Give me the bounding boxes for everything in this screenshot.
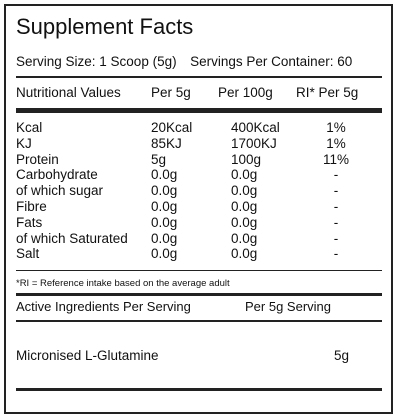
nutrition-cell-per-5g: 0.0g xyxy=(151,183,178,199)
header-nutritional-values: Nutritional Values xyxy=(16,85,121,100)
nutrition-cell-name: Fats xyxy=(16,214,43,230)
header-ri: RI* Per 5g xyxy=(296,85,359,100)
per-serving-label: Per 5g Serving xyxy=(245,299,331,314)
divider-thin xyxy=(16,270,382,271)
nutrition-cell-ri: - xyxy=(333,167,339,183)
ri-footnote: *RI = Reference intake based on the aver… xyxy=(16,278,230,289)
nutrition-cell-ri: - xyxy=(333,214,339,230)
nutrition-cell-ri: 11% xyxy=(322,151,350,167)
nutrition-cell-per-5g: 85KJ xyxy=(151,135,182,151)
ingredient-amount: 5g xyxy=(334,348,350,363)
nutrition-cell-ri: - xyxy=(333,230,339,246)
nutrition-cell-ri: - xyxy=(333,199,339,214)
panel-title: Supplement Facts xyxy=(16,14,194,39)
nutrition-cell-per-5g: 0.0g xyxy=(151,199,178,214)
nutrition-cell-per-100g: 0.0g xyxy=(231,183,258,199)
divider-thick xyxy=(16,108,382,113)
serving-info: Serving Size: 1 Scoop (5g) Servings Per … xyxy=(16,54,352,69)
nutrition-cell-per-100g: 100g xyxy=(231,151,262,167)
nutrition-cell-ri: 1% xyxy=(326,135,346,151)
nutrition-cell-name: Kcal xyxy=(16,120,43,135)
servings-per-container: Servings Per Container: 60 xyxy=(190,54,353,69)
nutrition-cell-ri: 1% xyxy=(326,120,346,135)
nutrition-cell-name: of which sugar xyxy=(16,183,104,199)
nutrition-cell-name: Protein xyxy=(16,151,59,167)
serving-size: Serving Size: 1 Scoop (5g) xyxy=(16,54,177,69)
nutrition-cell-per-5g: 0.0g xyxy=(151,246,178,262)
nutrition-cell-per-5g: 20Kcal xyxy=(151,120,193,135)
divider-bottom xyxy=(16,388,382,391)
nutrition-cell-per-100g: 400Kcal xyxy=(231,120,280,135)
nutrition-cell-ri: - xyxy=(333,246,339,262)
nutrition-cell-name: Fibre xyxy=(16,199,47,214)
nutrition-cell-ri: - xyxy=(333,183,339,199)
divider-thin xyxy=(16,320,382,322)
nutrition-cell-name: Carbohydrate xyxy=(16,167,98,183)
active-ingredients-label: Active Ingredients Per Serving xyxy=(16,299,191,314)
nutrition-cell-per-100g: 0.0g xyxy=(231,230,258,246)
nutrition-cell-per-100g: 0.0g xyxy=(231,167,258,183)
nutrition-cell-per-100g: 0.0g xyxy=(231,246,258,262)
ingredient-name: Micronised L-Glutamine xyxy=(16,348,159,363)
nutrition-cell-per-100g: 0.0g xyxy=(231,199,258,214)
nutrition-cell-per-100g: 1700KJ xyxy=(231,135,277,151)
divider-thin xyxy=(16,76,382,78)
nutrition-cell-name: of which Saturated xyxy=(16,230,128,246)
nutrition-cell-per-5g: 0.0g xyxy=(151,230,178,246)
divider-medium xyxy=(16,293,382,296)
nutrition-cell-per-5g: 5g xyxy=(151,151,167,167)
header-per-100g: Per 100g xyxy=(218,85,273,100)
nutrition-cell-name: KJ xyxy=(16,135,32,151)
header-per-5g: Per 5g xyxy=(151,85,191,100)
nutrition-cell-name: Salt xyxy=(16,246,40,262)
nutrition-cell-per-5g: 0.0g xyxy=(151,214,178,230)
nutrition-cell-per-5g: 0.0g xyxy=(151,167,178,183)
supplement-facts-panel: Supplement Facts Serving Size: 1 Scoop (… xyxy=(4,4,393,414)
nutrition-cell-per-100g: 0.0g xyxy=(231,214,258,230)
